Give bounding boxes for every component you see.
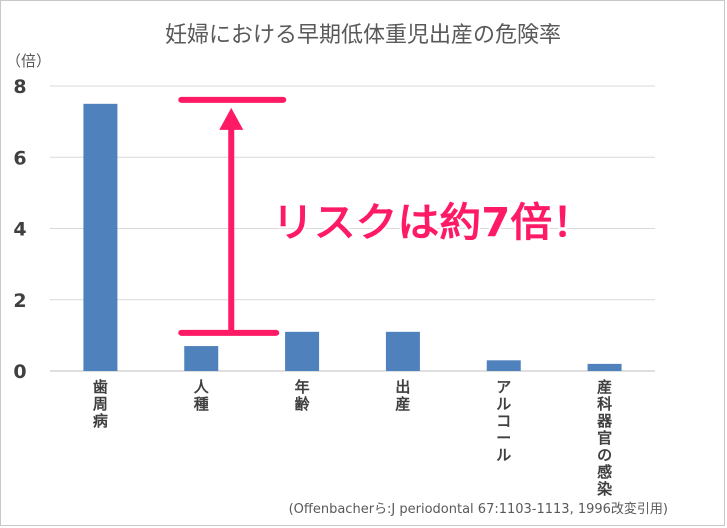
- x-axis-labels: 歯周病 人種 年齢 出産 アルコール 産科器官の感染: [93, 378, 613, 498]
- x-tick-label: アルコール: [496, 378, 511, 464]
- x-tick-label: 人種: [194, 378, 210, 413]
- bar-6: [587, 363, 622, 371]
- chart-title: 妊婦における早期低体重児出産の危険率: [165, 23, 561, 48]
- bar-5: [486, 360, 521, 371]
- y-tick-label: 4: [13, 219, 26, 241]
- annotation-arrow-head: [219, 107, 244, 130]
- x-tick-label: 出産: [395, 378, 410, 413]
- bar-4: [385, 331, 420, 371]
- annotation-text: リスクは約7倍！: [272, 200, 594, 246]
- x-tick-label: 歯周病: [93, 378, 108, 430]
- x-tick-label: 年齢: [295, 378, 311, 413]
- bar-1: [83, 103, 118, 371]
- bar-3: [285, 331, 320, 371]
- y-tick-label: 2: [13, 290, 26, 312]
- y-tick-label: 8: [13, 76, 26, 98]
- source-citation: (Offenbacherら:J periodontal 67:1103-1113…: [289, 501, 668, 517]
- bar-2: [184, 346, 219, 371]
- y-tick-label: 6: [13, 147, 26, 169]
- y-axis-unit-label: （倍）: [6, 52, 51, 70]
- gridlines: [50, 85, 655, 372]
- x-tick-label: 産科器官の感染: [596, 378, 613, 498]
- y-tick-label: 0: [13, 361, 26, 383]
- bars: [83, 103, 622, 371]
- risk-annotation: リスクは約7倍！: [178, 96, 596, 336]
- y-axis-ticks: 0 2 4 6 8: [13, 76, 26, 383]
